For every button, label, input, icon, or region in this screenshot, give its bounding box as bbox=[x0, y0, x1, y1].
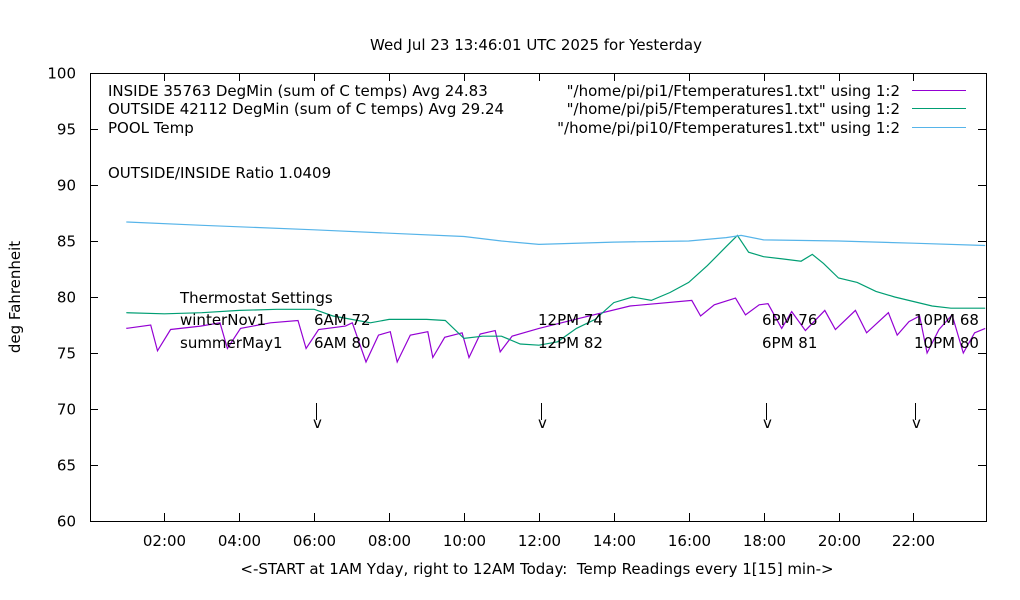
x-tick-label: 04:00 bbox=[218, 532, 261, 550]
chart-title: Wed Jul 23 13:46:01 UTC 2025 for Yesterd… bbox=[370, 36, 702, 54]
summer-label: summerMay1 bbox=[180, 334, 283, 352]
x-tick-label: 20:00 bbox=[818, 532, 861, 550]
thermostat-title: Thermostat Settings bbox=[179, 289, 333, 307]
legend-source-outside: "/home/pi/pi5/Ftemperatures1.txt" using … bbox=[567, 100, 900, 118]
axes: 60 65 70 75 80 85 90 95 100 02:00 04:00 06:00 08:00 1… bbox=[47, 65, 986, 550]
y-tick-label: 95 bbox=[57, 121, 76, 139]
x-tick-label: 16:00 bbox=[668, 532, 711, 550]
y-tick-label: 65 bbox=[57, 457, 76, 475]
legend: INSIDE 35763 DegMin (sum of C temps) Avg… bbox=[108, 82, 966, 137]
x-tick-label: 06:00 bbox=[293, 532, 336, 550]
y-axis-label: deg Fahrenheit bbox=[6, 241, 24, 353]
summer-6pm: 6PM 81 bbox=[762, 334, 817, 352]
x-tick-label: 10:00 bbox=[443, 532, 486, 550]
arrow-head: v bbox=[313, 414, 322, 432]
y-tick-label: 90 bbox=[57, 177, 76, 195]
plot-border bbox=[90, 73, 987, 522]
y-tick-label: 70 bbox=[57, 401, 76, 419]
y-tick-label: 75 bbox=[57, 345, 76, 363]
x-tick-label: 14:00 bbox=[593, 532, 636, 550]
x-axis-label: <-START at 1AM Yday, right to 12AM Today… bbox=[240, 560, 833, 578]
arrow-head: v bbox=[912, 414, 921, 432]
series-group bbox=[126, 221, 986, 364]
y-tick-label: 60 bbox=[57, 513, 76, 531]
legend-title-pool: POOL Temp bbox=[108, 119, 194, 137]
y-tick-label: 80 bbox=[57, 289, 76, 307]
legend-source-pool: "/home/pi/pi10/Ftemperatures1.txt" using… bbox=[557, 119, 900, 137]
y-tick-label: 85 bbox=[57, 233, 76, 251]
winter-12pm: 12PM 74 bbox=[538, 311, 603, 329]
winter-10pm: 10PM 68 bbox=[914, 311, 979, 329]
summer-10pm: 10PM 80 bbox=[914, 334, 979, 352]
winter-label: winterNov1 bbox=[180, 311, 266, 329]
summer-12pm: 12PM 82 bbox=[538, 334, 603, 352]
legend-title-inside: INSIDE 35763 DegMin (sum of C temps) Avg… bbox=[108, 82, 488, 100]
x-tick-label: 02:00 bbox=[143, 532, 186, 550]
summer-6am: 6AM 80 bbox=[314, 334, 371, 352]
pool-temp-line bbox=[126, 221, 986, 247]
x-tick-label: 12:00 bbox=[518, 532, 561, 550]
arrow-head: v bbox=[538, 414, 547, 432]
arrow-head: v bbox=[763, 414, 772, 432]
ratio-annotation: OUTSIDE/INSIDE Ratio 1.0409 bbox=[108, 164, 331, 182]
inside-temp-line bbox=[126, 297, 986, 364]
outside-temp-line bbox=[126, 234, 986, 346]
y-tick-label: 100 bbox=[47, 65, 76, 83]
winter-6am: 6AM 72 bbox=[314, 311, 371, 329]
legend-title-outside: OUTSIDE 42112 DegMin (sum of C temps) Av… bbox=[108, 100, 504, 118]
x-tick-label: 08:00 bbox=[368, 532, 411, 550]
x-tick-label: 22:00 bbox=[892, 532, 935, 550]
legend-source-inside: "/home/pi/pi1/Ftemperatures1.txt" using … bbox=[567, 82, 900, 100]
winter-6pm: 6PM 76 bbox=[762, 311, 817, 329]
x-tick-label: 18:00 bbox=[743, 532, 786, 550]
